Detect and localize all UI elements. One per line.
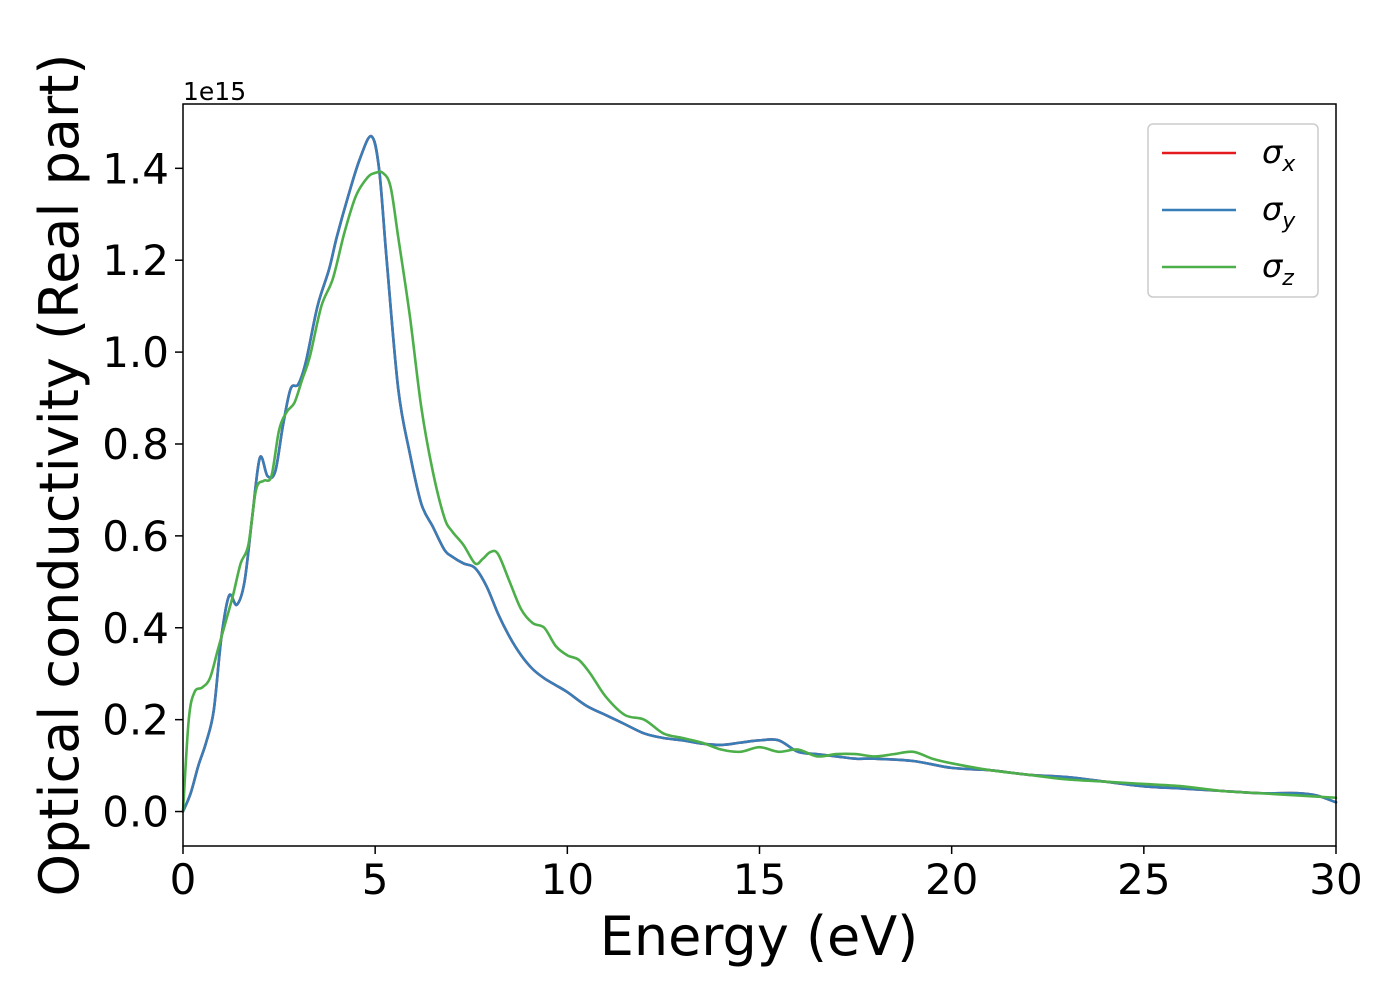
y-tick-label: 0.6 — [102, 512, 169, 561]
x-tick-label: 20 — [925, 855, 978, 904]
x-tick-label: 30 — [1309, 855, 1362, 904]
series-line-z — [181, 170, 1338, 813]
x-tick-label: 15 — [733, 855, 786, 904]
y-tick-label: 0.2 — [102, 696, 169, 745]
x-axis-title: Energy (eV) — [600, 905, 919, 968]
y-tick-label: 1.0 — [102, 328, 169, 377]
y-axis-title: Optical conductivity (Real part) — [28, 54, 91, 897]
x-tick-label: 5 — [362, 855, 389, 904]
plot-background — [183, 104, 1336, 846]
y-tick-label: 1.4 — [102, 144, 169, 193]
x-tick-label: 0 — [170, 855, 197, 904]
y-offset-label: 1e15 — [183, 77, 246, 106]
y-axis: 0.0 0.2 0.4 0.6 0.8 1.0 1.2 1.4 — [102, 144, 183, 837]
y-tick-label: 1.2 — [102, 236, 169, 285]
x-tick-label: 25 — [1117, 855, 1170, 904]
series-layer — [181, 134, 1338, 813]
y-tick-label: 0.8 — [102, 420, 169, 469]
legend-label-y: σy — [1262, 190, 1296, 234]
x-axis: 0 5 10 15 20 25 30 — [170, 846, 1363, 904]
y-tick-label: 0.4 — [102, 604, 169, 653]
y-tick-label: 0.0 — [102, 788, 169, 837]
x-tick-label: 10 — [541, 855, 594, 904]
